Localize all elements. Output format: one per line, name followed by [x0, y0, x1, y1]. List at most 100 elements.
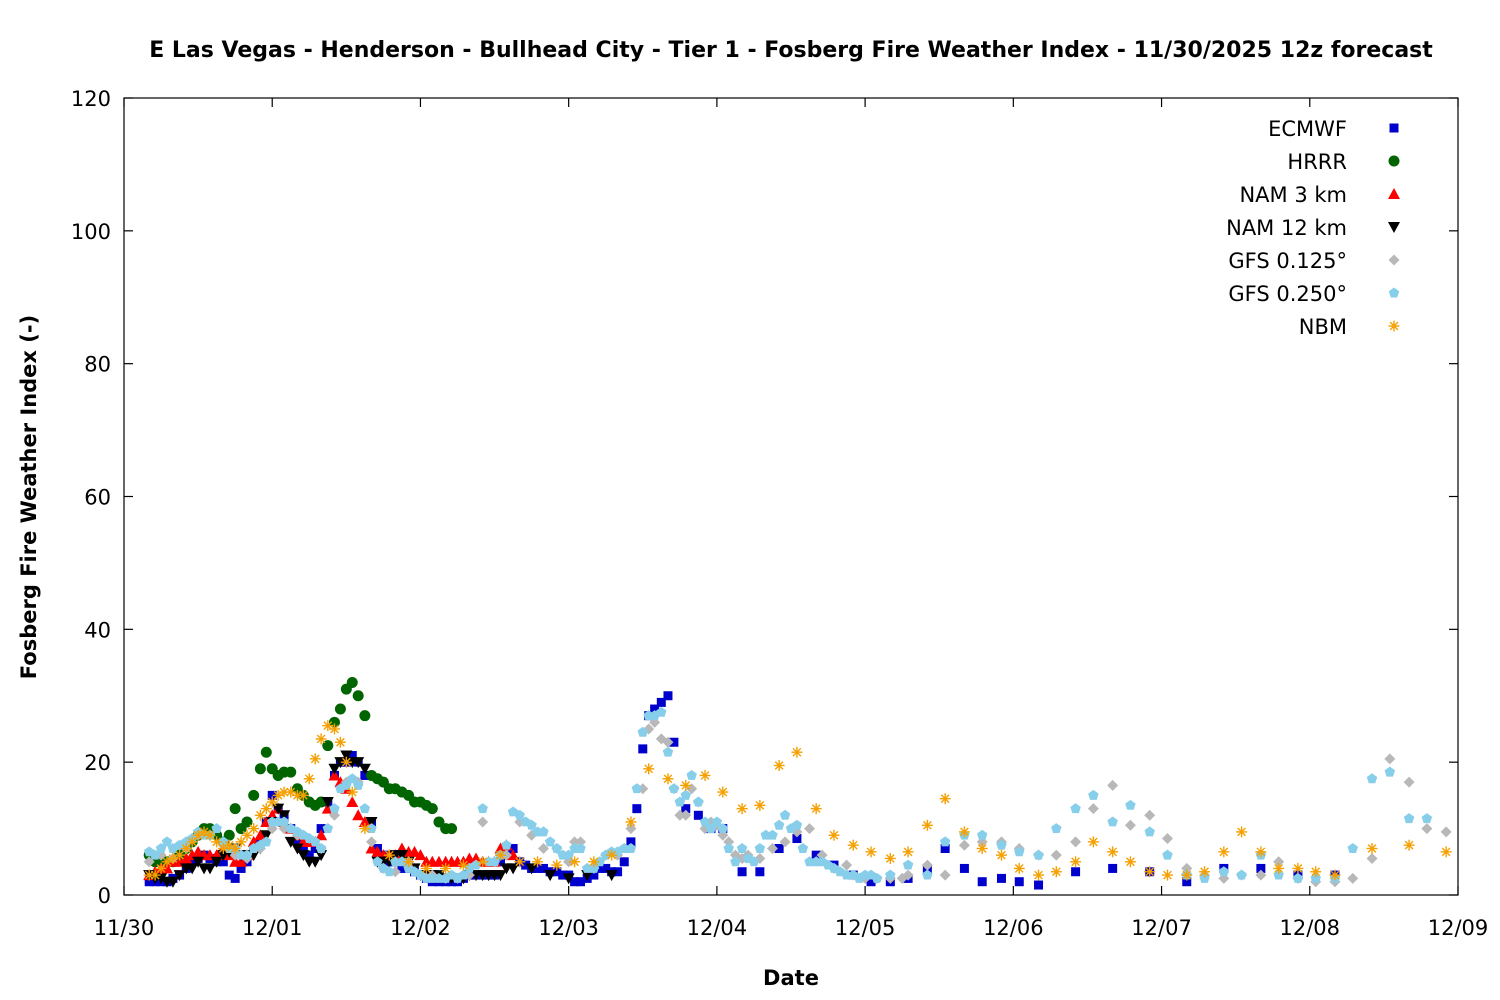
point-nbm	[494, 849, 506, 861]
y-tick-label: 40	[84, 618, 111, 642]
point-nbm	[1440, 846, 1452, 858]
point-gfs-0-250	[730, 856, 741, 867]
point-gfs-0-250	[1107, 816, 1118, 827]
point-nbm	[699, 769, 711, 781]
point-nam-12-km	[525, 863, 538, 875]
x-axis: 11/30 12/01 12/02 12/03 12/04 12/05 12/06 12/07…	[94, 98, 1488, 940]
point-gfs-0-250	[841, 869, 852, 880]
point-gfs-0-250	[366, 823, 377, 834]
x-axis-label: Date	[763, 966, 819, 990]
point-nbm	[1292, 862, 1304, 874]
chart-title: E Las Vegas - Henderson - Bullhead City …	[149, 38, 1433, 63]
legend-marker	[1388, 254, 1400, 266]
point-ecmwf	[298, 844, 308, 854]
point-ecmwf	[774, 844, 784, 854]
series-gfs-0-250	[143, 706, 1433, 883]
point-nam-12-km	[192, 856, 205, 868]
point-nbm	[457, 859, 469, 871]
point-gfs-0-250	[699, 816, 711, 827]
point-gfs-0-250	[1366, 773, 1378, 784]
point-nbm	[810, 803, 822, 815]
point-nam-3-km	[470, 852, 483, 864]
point-gfs-0-250	[662, 746, 674, 757]
point-gfs-0-250	[501, 839, 512, 850]
point-gfs-0-250	[477, 803, 488, 814]
point-nbm	[315, 733, 327, 745]
point-nbm	[939, 793, 951, 805]
point-gfs-0-250	[1384, 766, 1396, 777]
point-gfs-0-125	[680, 809, 692, 821]
point-gfs-0-125	[1161, 833, 1173, 845]
y-tick-label: 120	[71, 87, 111, 111]
point-gfs-0-125	[958, 839, 970, 851]
point-nbm	[662, 773, 674, 785]
point-nam-12-km	[278, 810, 291, 822]
point-nam-12-km	[297, 850, 310, 862]
point-nbm	[1070, 856, 1082, 868]
point-gfs-0-125	[1384, 753, 1396, 765]
point-gfs-0-250	[736, 843, 748, 853]
point-gfs-0-125	[804, 823, 816, 835]
point-gfs-0-250	[797, 843, 809, 853]
point-nbm	[921, 819, 933, 831]
point-gfs-0-125	[921, 859, 933, 871]
point-gfs-0-250	[551, 843, 563, 853]
point-nbm	[514, 856, 526, 868]
point-gfs-0-250	[1292, 872, 1304, 883]
point-gfs-0-250	[329, 803, 340, 814]
point-ecmwf	[538, 863, 548, 873]
point-gfs-0-250	[939, 836, 951, 847]
point-gfs-0-250	[1070, 803, 1081, 814]
point-gfs-0-125	[575, 836, 587, 848]
point-gfs-0-250	[538, 826, 549, 837]
point-nbm	[791, 746, 803, 758]
point-gfs-0-250	[514, 809, 525, 820]
point-ecmwf	[650, 704, 660, 714]
point-gfs-0-250	[748, 856, 760, 867]
x-tick-label: 12/01	[242, 916, 303, 940]
point-gfs-0-250	[791, 819, 803, 830]
point-gfs-0-125	[477, 816, 489, 828]
point-ecmwf	[508, 844, 518, 854]
point-gfs-0-250	[575, 843, 586, 853]
point-ecmwf	[236, 863, 246, 873]
point-gfs-0-125	[1124, 819, 1136, 831]
x-tick-label: 12/03	[538, 916, 599, 940]
point-gfs-0-250	[922, 869, 933, 880]
point-ecmwf	[187, 857, 197, 867]
legend-marker	[1388, 222, 1400, 233]
y-tick-label: 100	[71, 220, 111, 244]
point-gfs-0-250	[1310, 872, 1321, 883]
point-nam-12-km	[291, 843, 304, 855]
point-gfs-0-250	[1199, 872, 1210, 883]
point-nbm	[1181, 869, 1193, 881]
point-ecmwf	[1034, 880, 1044, 890]
point-nbm	[340, 756, 352, 768]
point-ecmwf	[1108, 863, 1118, 873]
point-nam-12-km	[210, 856, 223, 868]
point-gfs-0-125	[816, 849, 828, 861]
point-nam-12-km	[352, 757, 365, 769]
point-nam-3-km	[192, 845, 205, 857]
point-hrrr	[426, 803, 438, 815]
legend-label: GFS 0.125°	[1228, 249, 1347, 273]
point-gfs-0-125	[569, 836, 581, 848]
point-nam-12-km	[186, 863, 199, 875]
point-gfs-0-250	[261, 836, 272, 847]
point-hrrr	[285, 766, 297, 778]
legend-label: NAM 3 km	[1239, 183, 1347, 207]
point-nbm	[198, 826, 210, 838]
point-ecmwf	[940, 844, 950, 854]
point-ecmwf	[619, 857, 629, 867]
point-ecmwf	[959, 863, 969, 873]
y-tick-label: 20	[84, 751, 111, 775]
point-nbm	[1218, 846, 1230, 858]
point-ecmwf	[144, 877, 154, 887]
point-nbm	[272, 789, 284, 801]
point-gfs-0-125	[662, 736, 674, 748]
point-nbm	[1199, 866, 1211, 878]
point-ecmwf	[755, 867, 765, 877]
point-nbm	[717, 786, 729, 798]
point-nam-3-km	[352, 809, 365, 821]
point-nbm	[1329, 869, 1341, 881]
